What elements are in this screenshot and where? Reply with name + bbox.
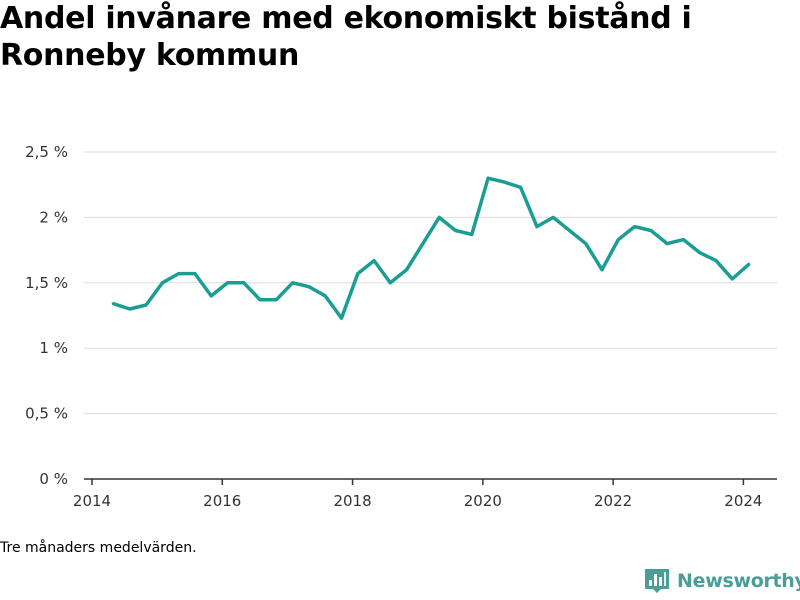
y-axis-tick-labels: 0 % 0,5 % 1 % 1,5 % 2 % 2,5 %: [25, 143, 68, 488]
y-tick-label: 0 %: [39, 470, 68, 488]
x-axis-ticks: [91, 479, 745, 485]
x-tick-label: 2020: [464, 492, 502, 510]
y-tick-label: 0,5 %: [25, 405, 68, 423]
x-tick-label: 2022: [594, 492, 632, 510]
series-group: [111, 176, 751, 320]
x-axis-tick-labels: 2014 2016 2018 2020 2022 2024: [73, 492, 763, 510]
x-tick-label: 2018: [333, 492, 371, 510]
bar-chart-pin-icon: [645, 569, 669, 593]
series-line: [111, 176, 751, 320]
x-tick-label: 2014: [73, 492, 111, 510]
x-tick-label: 2016: [203, 492, 241, 510]
gridlines: [84, 151, 777, 415]
brand-name: Newsworthy: [677, 570, 800, 592]
y-tick-label: 2,5 %: [25, 143, 68, 161]
chart-title: Andel invånare med ekonomiskt bistånd i …: [0, 1, 692, 73]
x-tick-label: 2024: [724, 492, 762, 510]
y-tick-label: 2 %: [39, 208, 68, 226]
chart-note: Tre månaders medelvärden.: [0, 540, 197, 556]
y-tick-label: 1,5 %: [25, 274, 68, 292]
brand-logo: Newsworthy: [644, 568, 800, 594]
y-tick-label: 1 %: [39, 339, 68, 357]
